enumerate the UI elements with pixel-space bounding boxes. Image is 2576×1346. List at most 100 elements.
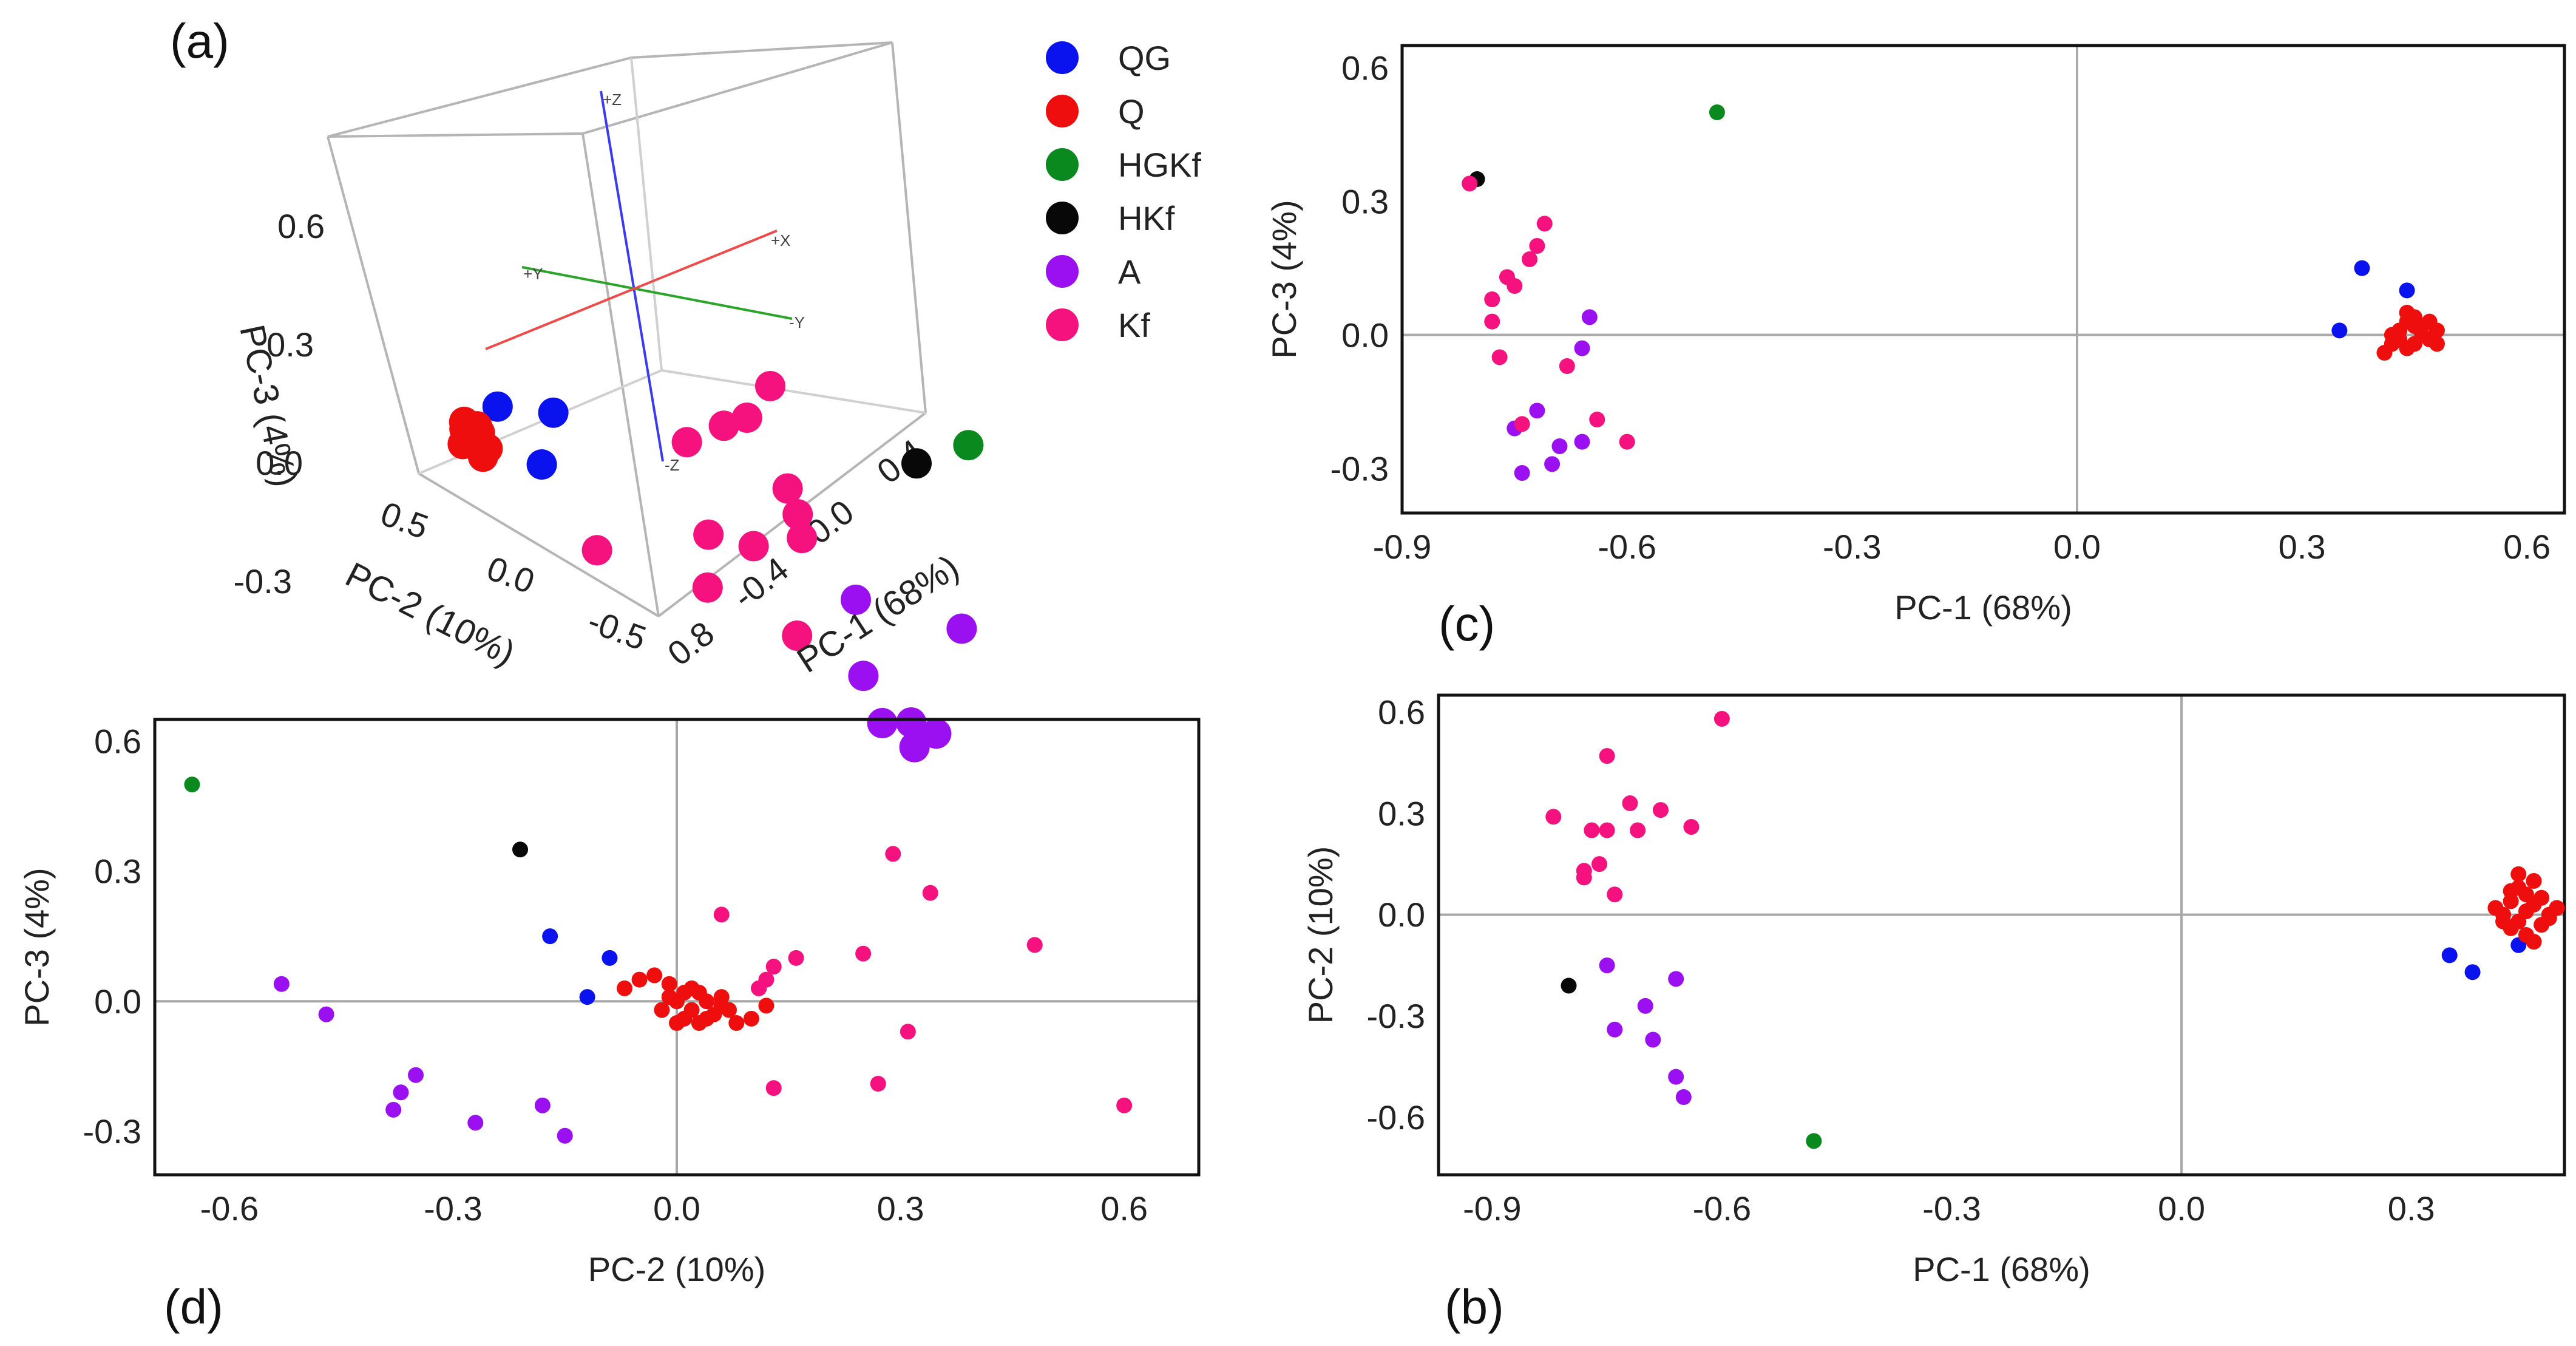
chart-d-point-q <box>713 998 730 1014</box>
chart-d-point-qg <box>579 989 595 1005</box>
chart-c-xtick-label: 0.6 <box>2503 528 2551 566</box>
chart-a-z-axis-line <box>600 90 664 462</box>
chart-d-point-kf <box>788 950 804 966</box>
chart-b-point-kf <box>1683 818 1700 835</box>
chart-a-point-q <box>472 433 503 464</box>
chart-c-ytick-label: 0.3 <box>1341 182 1389 220</box>
chart-c-point-kf <box>1559 358 1575 374</box>
legend: QG Q HGKf HKf A Kf <box>1046 39 1201 344</box>
chart-a-y-axis-line <box>521 266 793 320</box>
chart-b-point-hkf <box>1561 977 1577 994</box>
chart-c-point-kf <box>1484 291 1500 307</box>
chart-d-point-q <box>661 989 677 1005</box>
chart-b-point-kf <box>1545 809 1562 825</box>
chart-d-ytick-label: 0.0 <box>94 982 141 1021</box>
panel-label-b: (b) <box>1445 1280 1504 1334</box>
chart-c-point-kf <box>1484 313 1500 330</box>
chart-c-point-kf <box>1536 216 1553 232</box>
chart-c-point-a <box>1574 433 1590 450</box>
chart-a-point-kf <box>755 370 785 401</box>
chart-c-point-a <box>1544 456 1561 472</box>
chart-c-ytick-label: 0.6 <box>1341 49 1389 87</box>
chart-c-xtick-label: -0.3 <box>1823 528 1882 566</box>
chart-b-point-kf <box>1599 822 1615 838</box>
chart-d-point-kf <box>713 906 730 923</box>
chart-b-point-q <box>2526 872 2542 889</box>
chart-d-point-q <box>676 985 693 1001</box>
chart-a-point-a <box>848 661 879 692</box>
legend-marker-hkf <box>1046 202 1079 234</box>
chart-d-point-kf <box>855 945 872 962</box>
chart-b-point-hgkf <box>1806 1133 1822 1149</box>
chart-b-point-a <box>1668 971 1684 987</box>
chart-a-point-hkf <box>901 448 932 479</box>
chart-d-point-kf <box>765 1080 782 1096</box>
chart-d-point-q <box>728 1015 745 1031</box>
chart-b-point-kf <box>1622 795 1638 812</box>
chart-c-point-a <box>1514 465 1530 481</box>
chart-a-ztick-label: 0.6 <box>277 207 325 245</box>
chart-b-point-q <box>2541 910 2557 926</box>
chart-a-point-kf <box>782 620 813 651</box>
chart-c-point-q <box>2384 327 2400 343</box>
panel-label-d: (d) <box>164 1280 223 1334</box>
chart-c-point-hgkf <box>1709 104 1725 120</box>
chart-c-xtick-label: -0.9 <box>1373 528 1432 566</box>
chart-a-point-a <box>867 708 898 739</box>
panel-label-a: (a) <box>170 14 229 68</box>
chart-a-axis-marker: +Z <box>603 90 622 109</box>
legend-marker-q <box>1046 95 1079 127</box>
chart-b-point-kf <box>1591 856 1607 872</box>
chart-c-point-qg <box>2331 322 2348 339</box>
chart-d: -0.6 -0.3 0.0 0.3 0.6 0.6 0.3 0.0 -0.3 PC-2 (10%)… <box>18 718 1201 1288</box>
chart-b-point-q <box>2487 900 2504 916</box>
legend-marker-hgkf <box>1046 148 1079 181</box>
chart-c-ylabel: PC-3 (4%) <box>1265 200 1303 358</box>
chart-b-point-a <box>1599 957 1615 974</box>
chart-b-point-kf <box>1576 869 1592 886</box>
chart-c-ytick-label: 0.0 <box>1341 316 1389 354</box>
chart-c-point-kf <box>1619 433 1635 450</box>
chart-b-point-q <box>2503 883 2519 899</box>
chart-d-point-hkf <box>512 841 528 858</box>
chart-c-xlabel: PC-1 (68%) <box>1894 588 2072 627</box>
legend-label-q: Q <box>1118 92 1145 131</box>
chart-a-point-qg <box>482 391 513 422</box>
chart-b-point-a <box>1607 1021 1623 1038</box>
chart-a-axis-marker: -Z <box>665 456 680 474</box>
chart-a-point-qg <box>526 449 557 480</box>
chart-a-points <box>447 370 984 763</box>
chart-d-ylabel: PC-3 (4%) <box>18 868 56 1026</box>
chart-a-point-kf <box>671 427 702 458</box>
chart-a-point-a <box>899 732 930 763</box>
chart-b-point-q <box>2534 889 2550 906</box>
chart-b-point-qg <box>2464 964 2481 981</box>
chart-c-point-q <box>2406 309 2422 325</box>
chart-d-xtick-label: 0.6 <box>1100 1189 1148 1228</box>
chart-d-point-a <box>534 1097 551 1113</box>
chart-d-point-q <box>646 967 663 984</box>
chart-a-axis-marker: +Y <box>523 265 543 283</box>
legend-label-hgkf: HGKf <box>1118 146 1201 184</box>
chart-c-point-a <box>1574 340 1590 356</box>
chart-d-point-kf <box>900 1024 916 1040</box>
chart-b-point-kf <box>1607 886 1623 903</box>
chart-d-point-q <box>699 1010 715 1027</box>
chart-b-frame <box>1437 693 2566 1177</box>
chart-a-point-kf <box>708 410 739 441</box>
chart-c-xtick-label: 0.3 <box>2279 528 2326 566</box>
chart-a-point-q <box>449 406 480 437</box>
chart-a-point-kf <box>787 523 818 554</box>
chart-d-point-qg <box>542 928 558 945</box>
chart-c-point-kf <box>1499 269 1515 285</box>
chart-b-point-q <box>2526 934 2542 950</box>
legend-label-kf: Kf <box>1118 306 1150 344</box>
chart-b-point-kf <box>1599 748 1615 764</box>
chart-d-point-q <box>661 976 677 992</box>
chart-b-ytick-label: 0.3 <box>1378 794 1425 832</box>
chart-b-ytick-label: 0.6 <box>1378 693 1425 731</box>
chart-c-point-kf <box>1491 349 1508 365</box>
chart-c-frame <box>1400 44 2566 515</box>
chart-d-xtick-label: 0.0 <box>653 1189 700 1228</box>
chart-d-frame <box>153 718 1201 1177</box>
